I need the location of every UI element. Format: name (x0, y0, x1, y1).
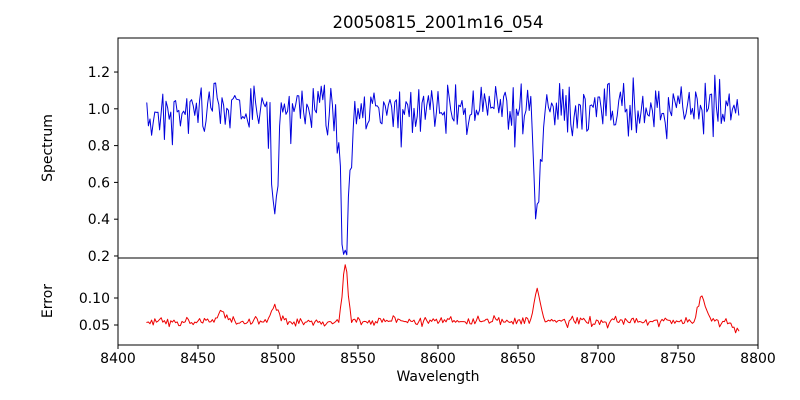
axis-ticks: 8400 8450 8500 8550 8600 8650 8700 8750 8800 0.2 0… (79, 65, 776, 367)
spectrum-series-line (146, 74, 740, 256)
x-axis-label: Wavelength (396, 369, 479, 385)
spectrum-y-tick-label: 0.8 (88, 139, 110, 155)
spectrum-y-tick-label: 1.2 (88, 65, 110, 81)
chart-title: 20050815_2001m16_054 (332, 13, 543, 33)
y-axis-label-error: Error (40, 284, 56, 318)
error-series-line (146, 264, 740, 334)
error-y-tick-label: 0.10 (79, 291, 110, 307)
spectrum-y-tick-label: 1.0 (88, 102, 110, 118)
x-tick-label: 8500 (260, 351, 296, 367)
error-panel-frame (117, 257, 759, 346)
x-tick-label: 8650 (500, 351, 536, 367)
spectrum-y-tick-label: 0.4 (88, 212, 110, 228)
spectrum-y-tick-label: 0.2 (88, 249, 110, 265)
spectrum-y-tick-label: 0.6 (88, 175, 110, 191)
x-tick-label: 8550 (340, 351, 376, 367)
x-tick-label: 8700 (580, 351, 616, 367)
x-tick-label: 8800 (740, 351, 776, 367)
error-y-tick-label: 0.05 (79, 318, 110, 334)
y-axis-label-spectrum: Spectrum (40, 114, 56, 182)
x-tick-label: 8450 (180, 351, 216, 367)
x-tick-label: 8750 (660, 351, 696, 367)
spectrum-panel-frame (117, 37, 759, 259)
x-tick-label: 8400 (100, 351, 136, 367)
x-tick-label: 8600 (420, 351, 456, 367)
